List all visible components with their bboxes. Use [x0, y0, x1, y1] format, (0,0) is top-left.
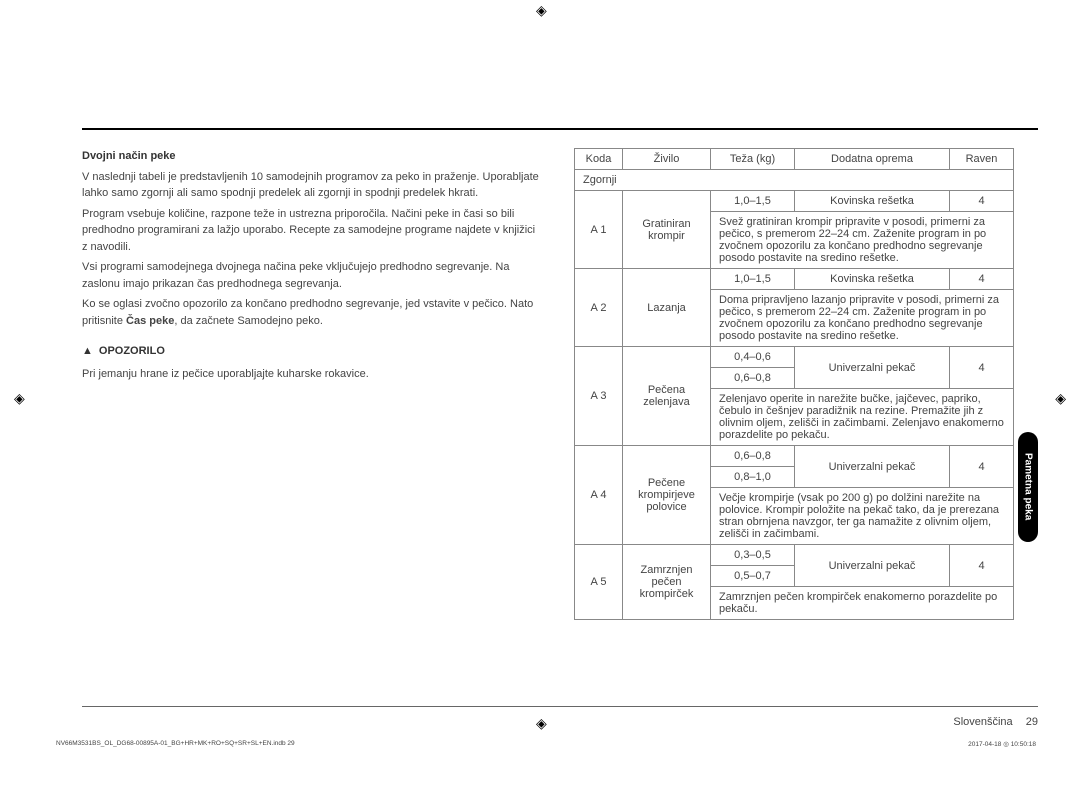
warning-icon: ▲	[82, 343, 93, 360]
desc-cell: Svež gratiniran krompir pripravite v pos…	[711, 212, 1014, 269]
level-cell: 4	[950, 446, 1014, 488]
col-zivilo: Živilo	[623, 149, 711, 170]
equip-cell: Kovinska rešetka	[795, 269, 950, 290]
table-row: A 3 Pečena zelenjava 0,4–0,6 Univerzalni…	[575, 347, 1014, 368]
code-cell: A 1	[575, 191, 623, 269]
paragraph-4: Ko se oglasi zvočno opozorilo za končano…	[82, 296, 542, 329]
table-row: A 4 Pečene krompirjeve polovice 0,6–0,8 …	[575, 446, 1014, 467]
weight-cell: 1,0–1,5	[711, 191, 795, 212]
crop-mark-top: ◈	[536, 2, 547, 19]
page-footer: Slovenščina 29	[953, 716, 1038, 728]
code-cell: A 5	[575, 545, 623, 620]
table-row: A 5 Zamrznjen pečen krompirček 0,3–0,5 U…	[575, 545, 1014, 566]
doc-filename: NV66M3531BS_OL_DG68-00895A-01_BG+HR+MK+R…	[56, 740, 295, 748]
equip-cell: Univerzalni pekač	[795, 545, 950, 587]
section-label: Zgornji	[575, 170, 1014, 191]
desc-cell: Doma pripravljeno lazanjo pripravite v p…	[711, 290, 1014, 347]
table-row: A 1 Gratiniran krompir 1,0–1,5 Kovinska …	[575, 191, 1014, 212]
col-teza: Teža (kg)	[711, 149, 795, 170]
level-cell: 4	[950, 347, 1014, 389]
code-cell: A 2	[575, 269, 623, 347]
cooking-table: Koda Živilo Teža (kg) Dodatna oprema Rav…	[574, 148, 1014, 620]
level-cell: 4	[950, 191, 1014, 212]
document-meta: NV66M3531BS_OL_DG68-00895A-01_BG+HR+MK+R…	[56, 740, 1036, 748]
desc-cell: Zelenjavo operite in narežite bučke, jaj…	[711, 389, 1014, 446]
desc-cell: Zamrznjen pečen krompirček enakomerno po…	[711, 587, 1014, 620]
footer-language: Slovenščina	[953, 716, 1012, 728]
weight-cell: 0,5–0,7	[711, 566, 795, 587]
warning-heading: ▲ OPOZORILO	[82, 343, 542, 360]
weight-cell: 0,6–0,8	[711, 446, 795, 467]
paragraph-2: Program vsebuje količine, razpone teže i…	[82, 206, 542, 256]
paragraph-1: V naslednji tabeli je predstavljenih 10 …	[82, 169, 542, 202]
side-tab: Pametna peka	[1018, 432, 1038, 542]
level-cell: 4	[950, 269, 1014, 290]
right-column: Koda Živilo Teža (kg) Dodatna oprema Rav…	[574, 148, 1014, 620]
food-cell: Lazanja	[623, 269, 711, 347]
col-raven: Raven	[950, 149, 1014, 170]
divider-bottom	[82, 706, 1038, 707]
p4-part-c: , da začnete Samodejno peko.	[174, 315, 323, 327]
col-oprema: Dodatna oprema	[795, 149, 950, 170]
weight-cell: 0,4–0,6	[711, 347, 795, 368]
code-cell: A 4	[575, 446, 623, 545]
left-column: Dvojni način peke V naslednji tabeli je …	[82, 148, 542, 386]
weight-cell: 1,0–1,5	[711, 269, 795, 290]
weight-cell: 0,8–1,0	[711, 467, 795, 488]
food-cell: Gratiniran krompir	[623, 191, 711, 269]
table-header-row: Koda Živilo Teža (kg) Dodatna oprema Rav…	[575, 149, 1014, 170]
weight-cell: 0,6–0,8	[711, 368, 795, 389]
warning-text: Pri jemanju hrane iz pečice uporabljajte…	[82, 366, 542, 383]
paragraph-3: Vsi programi samodejnega dvojnega načina…	[82, 259, 542, 292]
equip-cell: Univerzalni pekač	[795, 446, 950, 488]
crop-mark-bottom: ◈	[536, 715, 547, 732]
desc-cell: Večje krompirje (vsak po 200 g) po dolži…	[711, 488, 1014, 545]
crop-mark-left: ◈	[14, 390, 25, 407]
food-cell: Pečena zelenjava	[623, 347, 711, 446]
p4-bold: Čas peke	[126, 315, 174, 327]
doc-timestamp: 2017-04-18 ◎ 10:50:18	[968, 740, 1036, 748]
level-cell: 4	[950, 545, 1014, 587]
side-tab-label: Pametna peka	[1023, 453, 1034, 520]
col-koda: Koda	[575, 149, 623, 170]
weight-cell: 0,3–0,5	[711, 545, 795, 566]
equip-cell: Kovinska rešetka	[795, 191, 950, 212]
food-cell: Zamrznjen pečen krompirček	[623, 545, 711, 620]
food-cell: Pečene krompirjeve polovice	[623, 446, 711, 545]
footer-page-number: 29	[1026, 716, 1038, 728]
section-row: Zgornji	[575, 170, 1014, 191]
table-row: A 2 Lazanja 1,0–1,5 Kovinska rešetka 4	[575, 269, 1014, 290]
section-heading: Dvojni način peke	[82, 148, 542, 165]
divider-top	[82, 128, 1038, 130]
equip-cell: Univerzalni pekač	[795, 347, 950, 389]
warning-label: OPOZORILO	[99, 343, 165, 360]
code-cell: A 3	[575, 347, 623, 446]
crop-mark-right: ◈	[1055, 390, 1066, 407]
